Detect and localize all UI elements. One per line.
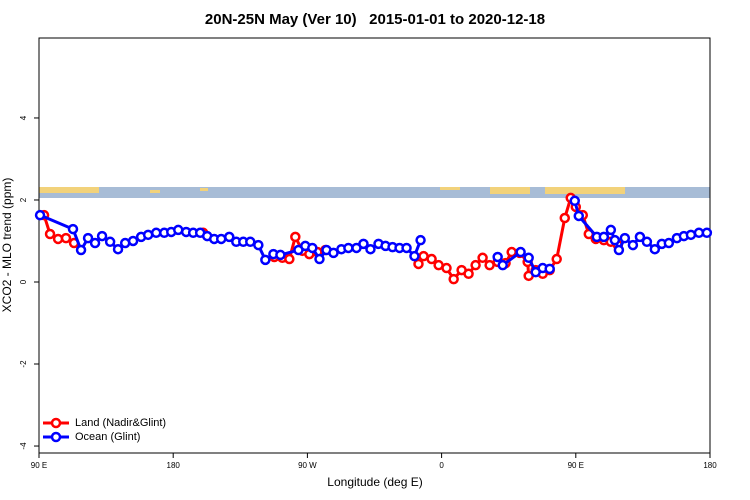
data-point: [605, 224, 617, 236]
x-tick-label: 90 E: [31, 461, 47, 470]
data-point: [609, 234, 621, 246]
data-point: [544, 263, 555, 275]
y-tick-label: 2: [19, 197, 28, 202]
data-point: [224, 231, 235, 243]
data-point: [701, 227, 713, 239]
data-point: [413, 258, 424, 270]
data-point: [245, 236, 256, 248]
data-point: [418, 250, 429, 262]
data-point: [448, 273, 459, 285]
legend-marker: [50, 417, 62, 429]
data-point: [253, 239, 264, 251]
data-point: [551, 253, 562, 265]
data-point: [573, 210, 585, 222]
legend-label: Ocean (Glint): [75, 431, 140, 443]
data-point: [463, 268, 474, 280]
data-point: [634, 231, 646, 243]
x-tick-label: 180: [703, 461, 717, 470]
data-point: [328, 247, 339, 259]
data-point: [127, 235, 139, 247]
data-point: [484, 259, 495, 271]
data-point: [663, 237, 675, 249]
data-point: [641, 236, 653, 248]
data-point: [470, 259, 481, 271]
data-point: [67, 223, 79, 235]
y-tick-label: -2: [19, 360, 28, 368]
data-point: [112, 243, 124, 255]
data-point: [492, 251, 503, 263]
data-point: [150, 227, 162, 239]
data-point: [426, 253, 437, 265]
data-point: [343, 242, 354, 254]
data-point: [365, 243, 376, 255]
y-tick-label: 0: [19, 279, 28, 284]
legend-label: Land (Nadir&Glint): [75, 417, 166, 429]
data-point: [44, 228, 56, 240]
data-point: [358, 238, 369, 250]
data-point: [104, 236, 116, 248]
data-point: [441, 262, 452, 274]
data-point: [619, 232, 631, 244]
y-tick-label: 4: [19, 115, 28, 120]
y-axis-label: XCO2 - MLO trend (ppm): [0, 178, 14, 313]
data-point: [613, 244, 625, 256]
data-point: [82, 232, 94, 244]
legend-marker: [50, 431, 62, 443]
data-point: [142, 229, 154, 241]
data-point: [649, 243, 661, 255]
data-point: [627, 239, 639, 251]
y-tick-label: -4: [19, 442, 28, 450]
plot-frame: [38, 37, 711, 454]
data-point: [307, 242, 318, 254]
x-axis-label: Longitude (deg E): [327, 475, 422, 489]
map-strip: [39, 187, 710, 198]
data-point: [569, 195, 581, 207]
data-point: [497, 259, 508, 271]
data-point: [477, 252, 488, 264]
data-point: [401, 242, 412, 254]
data-point: [290, 231, 301, 243]
data-point: [559, 212, 571, 224]
data-point: [60, 232, 72, 244]
data-point: [275, 249, 286, 261]
data-point: [96, 230, 108, 242]
data-point: [409, 250, 420, 262]
chart-title: 20N-25N May (Ver 10) 2015-01-01 to 2020-…: [205, 11, 545, 28]
data-point: [89, 237, 101, 249]
data-point: [523, 252, 534, 264]
data-point: [260, 254, 271, 266]
data-point: [215, 233, 227, 245]
x-tick-label: 90 W: [298, 461, 317, 470]
data-point: [515, 246, 526, 258]
data-point: [75, 244, 87, 256]
data-point: [34, 209, 46, 221]
data-point: [415, 234, 426, 246]
x-tick-label: 0: [439, 461, 444, 470]
x-tick-label: 180: [167, 461, 181, 470]
x-tick-label: 90 E: [568, 461, 584, 470]
data-point: [685, 229, 697, 241]
data-point: [598, 231, 610, 243]
data-point: [284, 253, 295, 265]
data-point: [314, 253, 325, 265]
